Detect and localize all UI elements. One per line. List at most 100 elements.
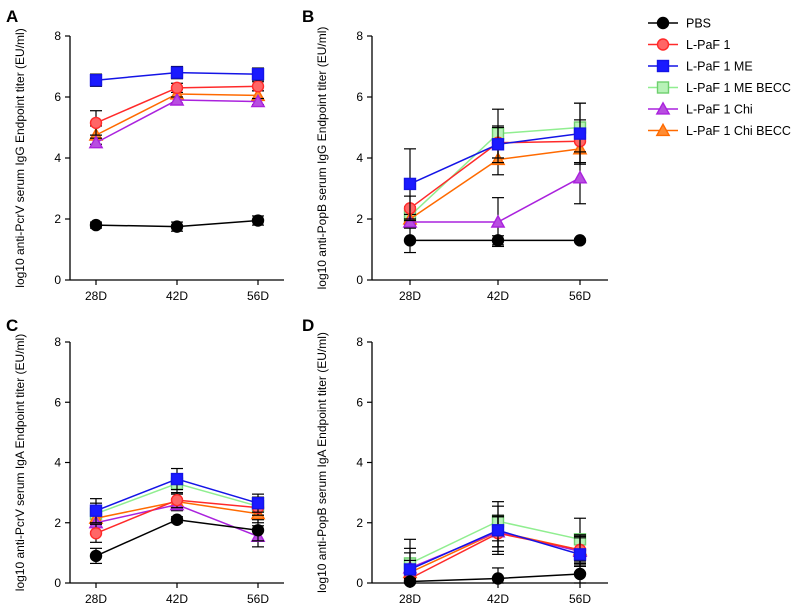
legend-label: L-PaF 1 Chi — [686, 103, 753, 117]
x-tick-label: 42D — [166, 289, 188, 303]
x-tick-label: 42D — [487, 592, 509, 605]
data-point — [251, 214, 265, 227]
data-point — [89, 116, 103, 130]
data-point — [89, 74, 103, 87]
data-point — [573, 127, 587, 140]
y-tick-label: 4 — [54, 151, 61, 165]
data-point — [170, 513, 184, 526]
legend-marker — [656, 59, 670, 73]
legend-item-mebecc: L-PaF 1 ME BECC — [648, 81, 791, 95]
y-tick-label: 0 — [54, 273, 61, 287]
x-tick-label: 28D — [399, 289, 421, 303]
data-point — [573, 234, 587, 247]
panel-c: C 0 2 4 6 8 28D 42D 56D log10 anti-PcrV serum IgA… — [6, 316, 284, 605]
y-tick-label: 4 — [54, 456, 61, 470]
y-tick-label: 0 — [356, 273, 363, 287]
data-point — [573, 548, 587, 561]
y-tick-label: 6 — [54, 90, 61, 104]
y-tick-label: 8 — [54, 29, 61, 43]
legend-label: L-PaF 1 ME BECC — [686, 81, 791, 95]
series-line — [409, 532, 581, 580]
data-point — [250, 93, 266, 108]
series-pbs — [89, 214, 265, 233]
x-tick-label: 42D — [166, 592, 188, 605]
series-me — [89, 65, 265, 87]
y-tick-label: 0 — [356, 576, 363, 590]
data-point — [89, 549, 103, 563]
data-point — [403, 177, 417, 191]
data-point — [169, 92, 185, 106]
legend: PBS L-PaF 1 L-PaF 1 ME L-PaF 1 ME BECC L-PaF… — [648, 17, 791, 138]
series-pbs — [403, 562, 587, 588]
data-point — [403, 234, 417, 247]
y-tick-label: 8 — [356, 335, 363, 349]
data-point — [403, 563, 417, 576]
y-tick-label: 4 — [356, 456, 363, 470]
y-axis-title: log10 anti-PcrV serum IgG Endpoint titer… — [13, 28, 27, 287]
y-tick-label: 2 — [356, 516, 363, 530]
series-pbs — [89, 513, 265, 565]
legend-item-pbs: PBS — [648, 17, 711, 31]
series-line — [410, 177, 581, 223]
legend-label: PBS — [686, 17, 711, 31]
data-point — [491, 572, 505, 585]
x-tick-label: 56D — [569, 592, 591, 605]
data-point — [88, 135, 104, 149]
x-tick-label: 56D — [569, 289, 591, 303]
panel-b: B 0 2 4 6 8 28D 42D 56D log10 anti-PopB serum IgG… — [302, 7, 608, 303]
series-line — [95, 99, 259, 144]
y-tick-label: 6 — [54, 395, 61, 409]
y-tick-label: 6 — [356, 90, 363, 104]
legend-marker — [655, 122, 671, 137]
legend-label: L-PaF 1 — [686, 38, 731, 52]
x-tick-label: 28D — [85, 592, 107, 605]
series-me — [403, 102, 587, 220]
panel-letter: B — [302, 7, 314, 26]
legend-label: L-PaF 1 ME — [686, 60, 753, 74]
panel-a: A 0 2 4 6 8 28D 42D 56D log10 anti-PcrV serum IgG… — [6, 7, 284, 303]
series-chi — [402, 151, 588, 248]
y-axis-title: log10 anti-PcrV serum IgA Endpoint titer… — [13, 334, 27, 591]
data-point — [170, 220, 184, 233]
data-point — [251, 80, 265, 93]
y-axis-title: log10 anti-PopB serum IgA Endpoint titer… — [315, 332, 329, 593]
x-tick-label: 56D — [247, 592, 269, 605]
legend-item-me: L-PaF 1 ME — [648, 60, 753, 74]
data-point — [490, 214, 506, 228]
series-me — [89, 467, 265, 524]
series-pbs — [403, 227, 587, 254]
data-point — [491, 234, 505, 247]
data-point — [251, 496, 265, 510]
data-point — [403, 575, 417, 588]
data-point — [573, 567, 587, 581]
y-tick-label: 2 — [356, 212, 363, 226]
data-point — [170, 472, 184, 486]
data-point — [572, 170, 588, 184]
x-tick-label: 28D — [85, 289, 107, 303]
y-tick-label: 8 — [356, 29, 363, 43]
data-point — [89, 527, 103, 540]
series-chi — [88, 92, 266, 149]
panel-d: D 0 2 4 6 8 28D 42D 56D log10 anti-PopB serum IgA… — [302, 316, 608, 605]
y-tick-label: 8 — [54, 335, 61, 349]
data-point — [251, 524, 265, 537]
data-point — [89, 504, 103, 517]
y-axis-title: log10 anti-PopB serum IgG Endpoint titer… — [315, 27, 329, 290]
data-point — [89, 218, 103, 232]
legend-marker — [655, 101, 671, 115]
series-mebecc — [403, 501, 587, 584]
legend-item-chi: L-PaF 1 Chi — [648, 101, 753, 117]
legend-marker — [656, 81, 670, 94]
y-tick-label: 0 — [54, 576, 61, 590]
data-point — [170, 81, 184, 95]
data-point — [170, 66, 184, 79]
y-tick-label: 6 — [356, 395, 363, 409]
data-point — [170, 493, 184, 507]
legend-label: L-PaF 1 Chi BECC — [686, 124, 791, 138]
data-point — [491, 524, 505, 537]
panel-letter: C — [6, 316, 18, 335]
x-tick-label: 56D — [247, 289, 269, 303]
legend-item-lpaf1: L-PaF 1 — [648, 38, 731, 52]
